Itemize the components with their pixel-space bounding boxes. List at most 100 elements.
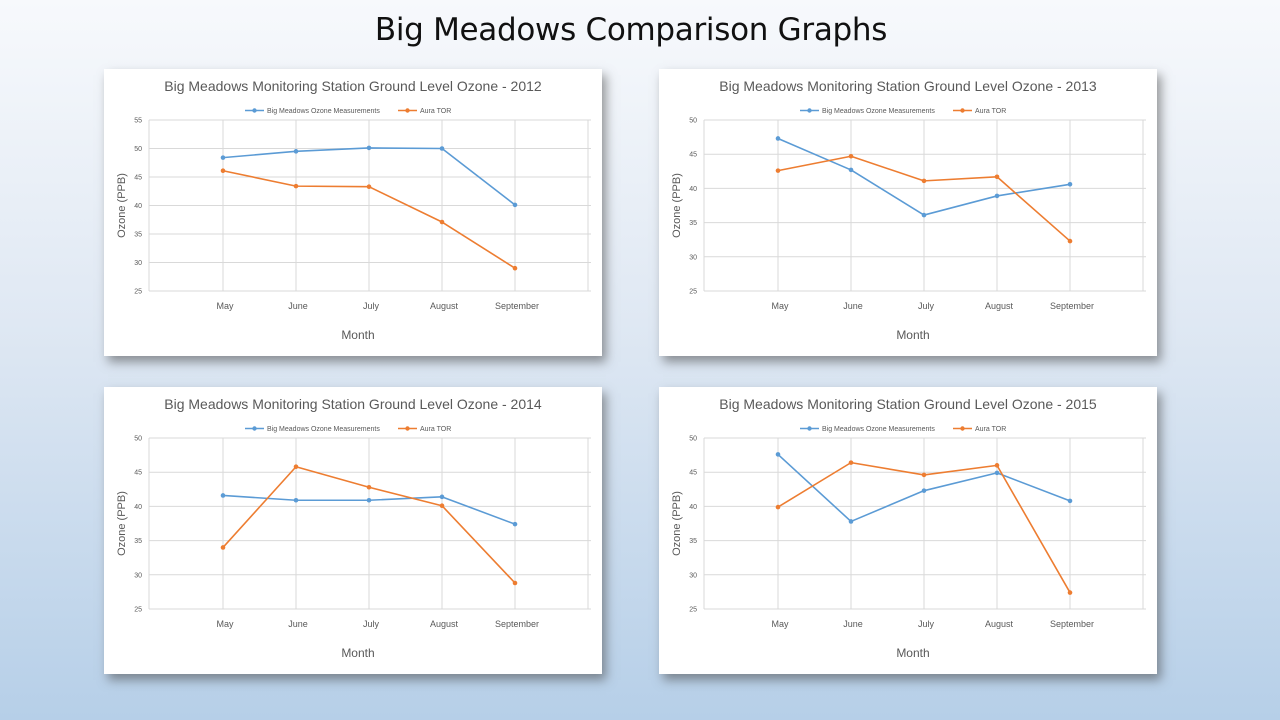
x-tick-label: July <box>363 301 380 311</box>
y-tick-label: 25 <box>689 607 697 614</box>
y-axis-label: Ozone (PPB) <box>116 491 128 556</box>
chart-2015: Big Meadows Monitoring Station Ground Le… <box>671 396 1146 660</box>
legend-label-meadows: Big Meadows Ozone Measurements <box>267 108 380 115</box>
data-point-aura <box>775 504 781 510</box>
y-axis-label: Ozone (PPB) <box>116 173 128 238</box>
y-tick-label: 35 <box>134 538 142 545</box>
y-tick-label: 45 <box>134 175 142 182</box>
y-tick-label: 35 <box>134 232 142 239</box>
y-tick-label: 30 <box>134 260 142 267</box>
x-tick-label: August <box>430 301 459 311</box>
chart-panel-2015: Big Meadows Monitoring Station Ground Le… <box>659 387 1157 674</box>
y-tick-label: 25 <box>689 289 697 296</box>
y-tick-label: 40 <box>134 504 142 511</box>
data-point-meadows <box>994 193 1000 199</box>
y-tick-label: 50 <box>134 146 142 153</box>
x-tick-label: July <box>363 619 380 629</box>
data-point-meadows <box>366 145 372 151</box>
x-axis-label: Month <box>896 646 929 660</box>
x-tick-label: June <box>288 619 308 629</box>
x-tick-label: September <box>1050 619 1094 629</box>
data-point-meadows <box>848 519 854 524</box>
chart-title: Big Meadows Monitoring Station Ground Le… <box>164 396 542 412</box>
y-tick-label: 50 <box>134 436 142 443</box>
y-tick-label: 30 <box>134 572 142 579</box>
data-point-meadows <box>293 497 299 503</box>
legend-label-aura: Aura TOR <box>420 426 451 433</box>
chart-panel-2012: Big Meadows Monitoring Station Ground Le… <box>104 69 602 356</box>
data-point-aura <box>921 472 927 478</box>
y-tick-label: 40 <box>689 504 697 511</box>
legend-label-aura: Aura TOR <box>420 108 451 115</box>
slide-title: Big Meadows Comparison Graphs <box>374 12 888 48</box>
chart-title: Big Meadows Monitoring Station Ground Le… <box>164 78 542 94</box>
x-tick-label: September <box>1050 301 1094 311</box>
data-point-aura <box>921 178 927 184</box>
y-tick-label: 25 <box>134 289 142 296</box>
y-tick-label: 25 <box>134 607 142 614</box>
chart-panel-2014: Big Meadows Monitoring Station Ground Le… <box>104 387 602 674</box>
data-point-aura <box>439 503 445 509</box>
data-point-aura <box>366 184 372 189</box>
data-point-aura <box>220 168 226 174</box>
data-point-meadows <box>366 497 372 503</box>
legend-label-meadows: Big Meadows Ozone Measurements <box>267 426 380 433</box>
data-point-meadows <box>439 146 445 151</box>
data-point-aura <box>775 168 781 173</box>
data-point-aura <box>512 580 518 586</box>
x-tick-label: June <box>843 301 863 311</box>
data-point-aura <box>848 460 854 465</box>
chart-title: Big Meadows Monitoring Station Ground Le… <box>719 78 1097 94</box>
x-tick-label: June <box>288 301 308 311</box>
data-point-aura <box>293 464 299 470</box>
data-point-meadows <box>220 155 226 160</box>
data-point-meadows <box>512 202 518 208</box>
data-point-meadows <box>921 212 927 218</box>
x-tick-label: August <box>985 301 1014 311</box>
data-point-aura <box>366 484 372 490</box>
data-point-meadows <box>994 470 1000 476</box>
legend-marker-aura <box>405 426 410 431</box>
data-point-aura <box>439 219 445 225</box>
x-axis-label: Month <box>896 328 929 342</box>
y-tick-label: 40 <box>134 203 142 210</box>
data-point-meadows <box>775 136 781 141</box>
chart-panel-2013: Big Meadows Monitoring Station Ground Le… <box>659 69 1157 356</box>
y-tick-label: 45 <box>689 152 697 159</box>
y-tick-label: 55 <box>134 118 142 125</box>
legend-marker-meadows <box>252 426 257 431</box>
data-point-meadows <box>220 493 226 498</box>
legend-label-meadows: Big Meadows Ozone Measurements <box>822 426 935 433</box>
legend-label-meadows: Big Meadows Ozone Measurements <box>822 108 935 115</box>
x-tick-label: September <box>495 301 539 311</box>
x-tick-label: August <box>430 619 459 629</box>
data-point-aura <box>994 174 1000 180</box>
y-tick-label: 45 <box>689 470 697 477</box>
x-tick-label: July <box>918 619 935 629</box>
data-point-meadows <box>1067 498 1073 504</box>
legend-label-aura: Aura TOR <box>975 426 1006 433</box>
chart-2012: Big Meadows Monitoring Station Ground Le… <box>116 78 591 342</box>
data-point-aura <box>220 545 226 550</box>
data-point-meadows <box>1067 181 1073 187</box>
x-tick-label: May <box>771 619 789 629</box>
legend-label-aura: Aura TOR <box>975 108 1006 115</box>
x-tick-label: May <box>216 301 234 311</box>
legend-marker-meadows <box>807 108 812 113</box>
x-tick-label: June <box>843 619 863 629</box>
data-point-meadows <box>439 494 445 500</box>
x-tick-label: May <box>216 619 234 629</box>
legend-marker-meadows <box>807 426 812 431</box>
y-tick-label: 35 <box>689 538 697 545</box>
y-axis-label: Ozone (PPB) <box>671 173 683 238</box>
legend-marker-aura <box>960 108 965 113</box>
data-point-aura <box>994 463 1000 468</box>
legend-marker-aura <box>960 426 965 431</box>
legend-marker-aura <box>405 108 410 113</box>
x-tick-label: September <box>495 619 539 629</box>
y-tick-label: 50 <box>689 436 697 443</box>
legend-marker-meadows <box>252 108 257 113</box>
y-tick-label: 30 <box>689 572 697 579</box>
y-tick-label: 45 <box>134 470 142 477</box>
data-point-aura <box>1067 590 1073 595</box>
